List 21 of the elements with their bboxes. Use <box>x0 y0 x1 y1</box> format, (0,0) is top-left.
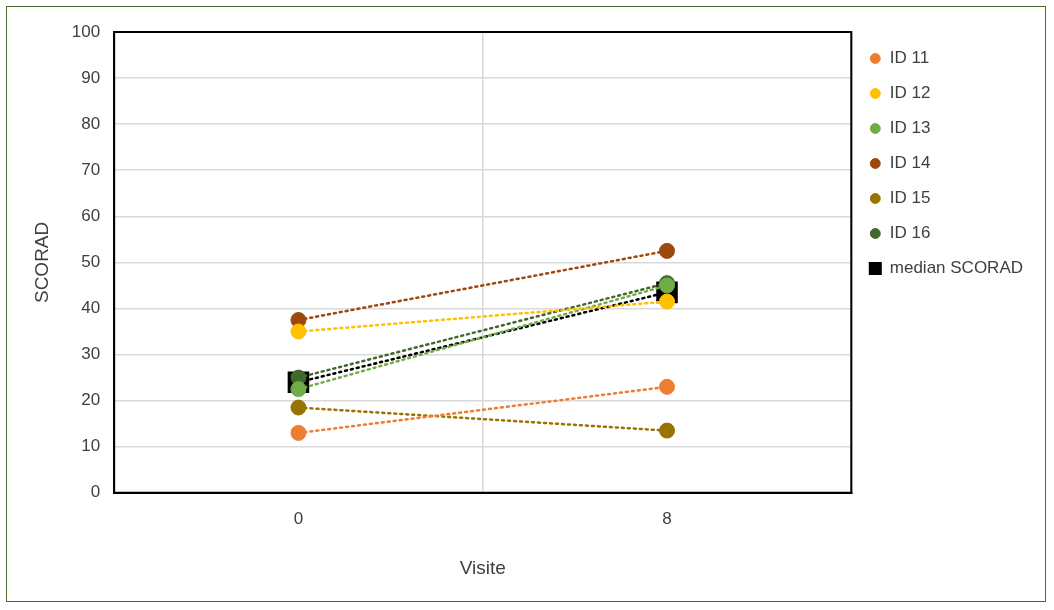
legend-label: median SCORAD <box>889 258 1024 278</box>
x-tick-label: 8 <box>662 508 672 528</box>
legend-label: ID 11 <box>889 48 930 68</box>
y-axis-title: SCORAD <box>30 221 52 304</box>
legend-label: ID 14 <box>889 153 931 173</box>
y-tick-label: 40 <box>81 298 101 318</box>
y-tick-label: 20 <box>81 390 101 410</box>
legend-label: ID 13 <box>889 118 931 138</box>
y-tick-label: 80 <box>81 113 101 133</box>
y-tick-label: 0 <box>90 482 101 502</box>
y-tick-label: 70 <box>81 159 101 179</box>
legend-label: ID 16 <box>889 223 931 243</box>
y-tick-label: 10 <box>81 436 101 456</box>
y-tick-label: 100 <box>71 21 101 41</box>
y-tick-label: 60 <box>81 206 101 226</box>
x-axis-title: Visite <box>459 556 506 578</box>
y-tick-label: 90 <box>81 67 101 87</box>
y-tick-label: 30 <box>81 344 101 364</box>
y-tick-label: 50 <box>81 252 101 272</box>
legend-label: ID 15 <box>889 188 931 208</box>
legend-label: ID 12 <box>889 83 931 103</box>
